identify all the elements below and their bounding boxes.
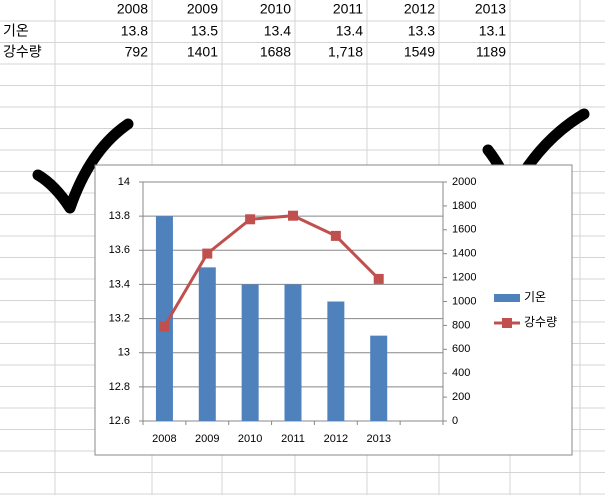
cell: 13.4	[336, 23, 363, 39]
cell: 1549	[404, 44, 435, 60]
y2-tick-label: 600	[452, 343, 470, 355]
checkmark	[32, 118, 134, 214]
cell: 13.3	[408, 23, 435, 39]
x-tick-label: 2009	[195, 433, 219, 445]
cell: 13.5	[191, 23, 218, 39]
header-cell: 2011	[333, 1, 363, 17]
legend-label: 강수량	[524, 315, 557, 329]
marker	[288, 210, 298, 221]
bar	[370, 335, 388, 421]
y-tick-label: 13.6	[109, 244, 130, 256]
row-label: 기온	[3, 23, 29, 39]
y2-tick-label: 1800	[452, 200, 476, 212]
y2-tick-label: 200	[452, 391, 470, 403]
legend-swatch	[502, 318, 512, 328]
marker	[202, 248, 213, 259]
marker	[330, 230, 341, 241]
row-label: 강수량	[3, 44, 42, 60]
cell: 1401	[187, 44, 218, 60]
cell: 1189	[476, 44, 506, 60]
y-tick-label: 12.6	[109, 415, 130, 427]
x-tick-label: 2012	[324, 433, 348, 445]
y2-tick-label: 0	[452, 415, 458, 427]
y-tick-label: 13	[118, 347, 130, 359]
cell: 1,718	[328, 44, 363, 60]
marker	[159, 321, 170, 332]
y2-tick-label: 400	[452, 367, 470, 379]
line	[163, 214, 380, 328]
y2-tick-label: 1400	[452, 248, 476, 260]
y-tick-label: 13.8	[109, 210, 130, 222]
x-tick-label: 2008	[152, 433, 176, 445]
cell: 13.4	[264, 23, 291, 39]
marker	[245, 214, 256, 225]
header-cell: 2013	[475, 1, 506, 17]
bar	[241, 284, 259, 421]
header-cell: 2009	[187, 1, 218, 17]
header-cell: 2012	[404, 1, 435, 17]
y2-tick-label: 1200	[452, 272, 476, 284]
y-tick-label: 14	[118, 176, 130, 188]
cell: 13.8	[121, 23, 148, 39]
header-cell: 2010	[260, 1, 291, 17]
cell: 1688	[260, 44, 291, 60]
legend-swatch	[494, 294, 520, 302]
y2-tick-label: 800	[452, 319, 470, 331]
y-tick-label: 12.8	[109, 381, 130, 393]
y2-tick-label: 1000	[452, 295, 476, 307]
cell: 792	[125, 44, 149, 60]
y2-tick-label: 1600	[452, 224, 476, 236]
bar	[198, 267, 216, 421]
bar	[284, 284, 302, 421]
x-tick-label: 2011	[281, 433, 305, 445]
y-tick-label: 13.4	[109, 278, 130, 290]
x-tick-label: 2010	[238, 433, 262, 445]
header-cell: 2008	[117, 1, 148, 17]
bar	[155, 216, 173, 421]
y2-tick-label: 2000	[452, 176, 476, 188]
bar	[327, 301, 345, 421]
legend-label: 기온	[524, 290, 546, 304]
y-tick-label: 13.2	[109, 312, 130, 324]
cell: 13.1	[479, 23, 506, 39]
x-tick-label: 2013	[366, 433, 390, 445]
marker	[373, 273, 384, 284]
